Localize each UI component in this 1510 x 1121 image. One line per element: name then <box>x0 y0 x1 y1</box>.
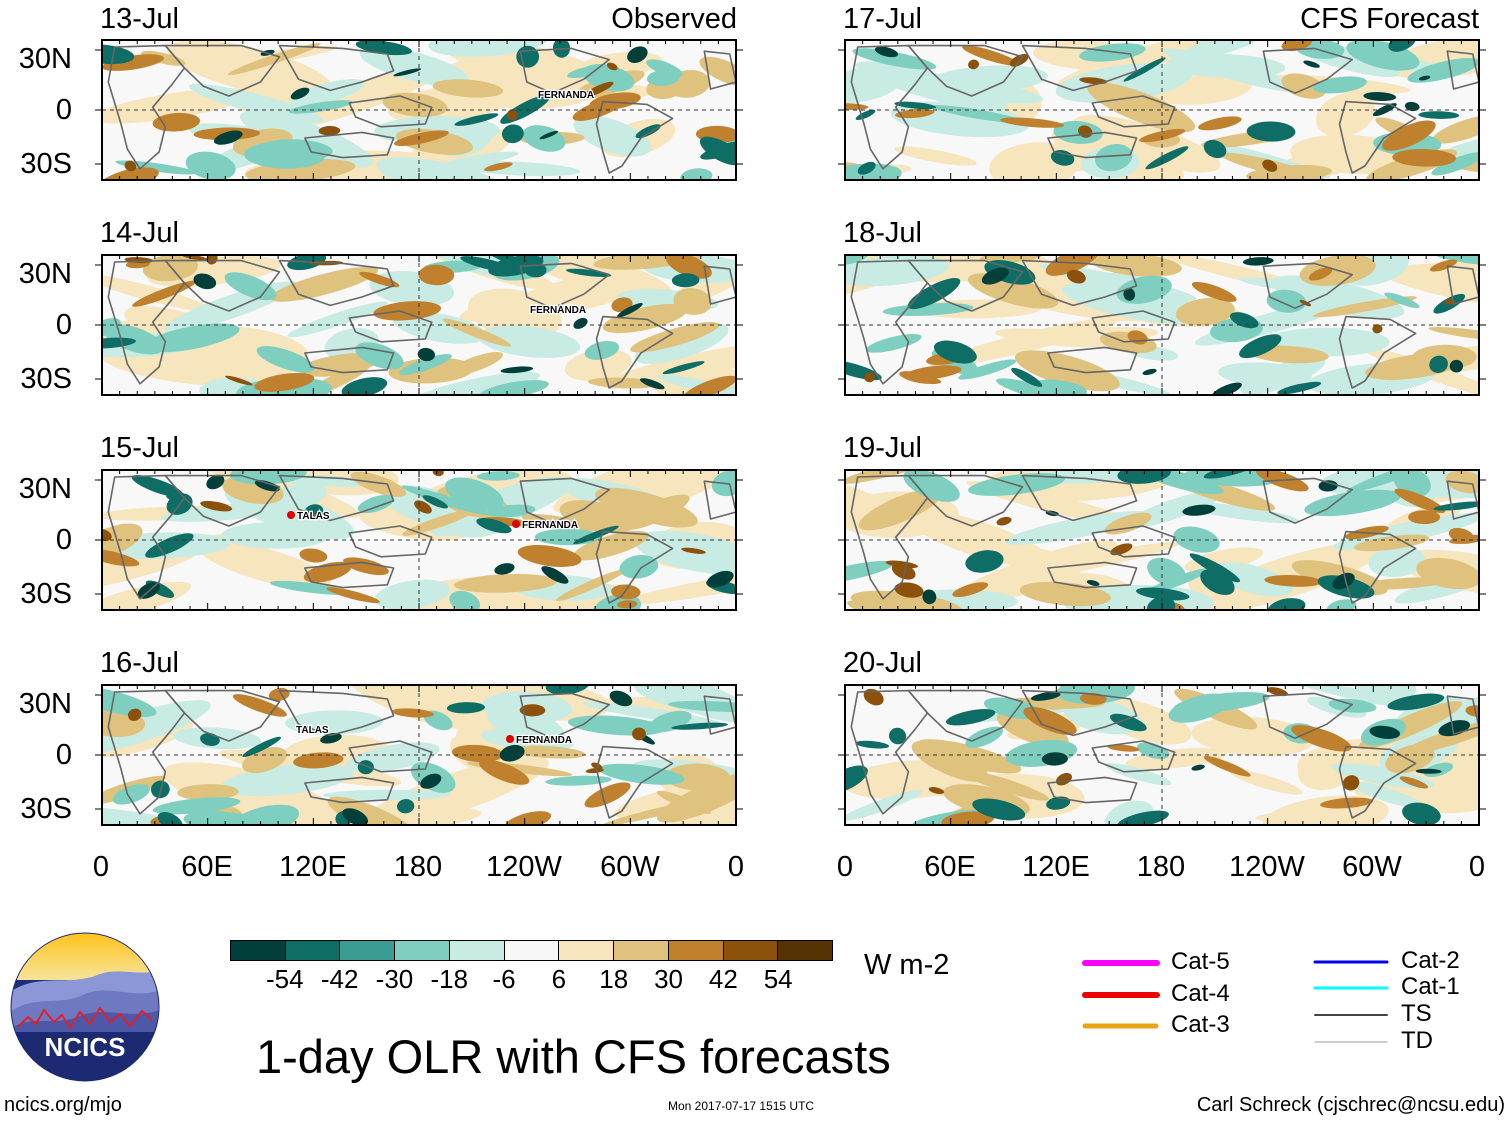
lat-label-eq: 0 <box>55 524 72 556</box>
colorbar-units: W m-2 <box>864 949 950 981</box>
lon-label-0: 0 <box>92 851 110 883</box>
panel-date-fc-2: 18-Jul <box>843 217 922 249</box>
website-link[interactable]: ncics.org/mjo <box>4 1094 122 1116</box>
lon-label-0-end: 0 <box>727 851 745 883</box>
map-panel <box>95 39 743 181</box>
storm-label: TALAS <box>287 510 331 523</box>
colorbar-tick-label: 54 <box>763 964 793 994</box>
colorbar-swatch <box>504 941 560 960</box>
map-panel <box>95 254 743 396</box>
lon-label-0-end: 0 <box>1468 851 1486 883</box>
lat-label-30s: 30S <box>20 578 72 610</box>
legend-label: Cat-2 <box>1401 947 1460 974</box>
lat-label-30s: 30S <box>20 148 72 180</box>
legend-label: Cat-1 <box>1401 973 1460 1000</box>
lon-label-120w: 120W <box>1229 851 1305 883</box>
figure-title: 1-day OLR with CFS forecasts <box>256 1030 891 1083</box>
lat-label-30s: 30S <box>20 363 72 395</box>
storm-label: FERNANDA <box>506 734 573 747</box>
author-credit: Carl Schreck (cjschrec@ncsu.edu) <box>1196 1094 1505 1116</box>
lon-label-120w: 120W <box>486 851 562 883</box>
colorbar-tick-label: -18 <box>430 964 469 994</box>
panel-date-fc-4: 20-Jul <box>843 647 922 679</box>
panel-date-obs-2: 14-Jul <box>100 217 179 249</box>
colorbar-swatch <box>668 941 724 960</box>
map-panel <box>95 684 743 826</box>
colorbar-swatch <box>231 941 286 960</box>
legend-label: Cat-3 <box>1171 1011 1230 1038</box>
lat-label-30s: 30S <box>20 793 72 825</box>
lon-label-60w: 60W <box>600 851 660 883</box>
svg-text:TALAS: TALAS <box>297 511 330 522</box>
colorbar-swatch <box>340 941 396 960</box>
storm-label: TALAS <box>295 724 330 738</box>
legend-label: Cat-4 <box>1171 980 1230 1007</box>
lon-label-180: 180 <box>1136 851 1186 883</box>
lat-label-eq: 0 <box>55 739 72 771</box>
colorbar <box>230 940 833 961</box>
lat-label-30n: 30N <box>18 43 72 75</box>
lat-label-30n: 30N <box>18 258 72 290</box>
colorbar-swatch <box>449 941 505 960</box>
forecast-column-label: CFS Forecast <box>1300 3 1479 35</box>
storm-label: FERNANDA <box>512 519 579 532</box>
map-panel <box>838 684 1486 826</box>
panel-date-obs-3: 15-Jul <box>100 432 179 464</box>
lon-label-60w: 60W <box>1342 851 1402 883</box>
timestamp: Mon 2017-07-17 1515 UTC <box>668 1099 815 1113</box>
panel-date-obs-1: 13-Jul <box>100 3 179 35</box>
lat-label-30n: 30N <box>18 688 72 720</box>
lon-label-60e: 60E <box>924 851 976 883</box>
lon-label-120e: 120E <box>279 851 347 883</box>
panel-date-fc-3: 19-Jul <box>843 432 922 464</box>
storm-label: FERNANDA <box>537 89 596 103</box>
colorbar-swatch <box>778 941 833 960</box>
observed-column-label: Observed <box>611 3 737 35</box>
lat-label-30n: 30N <box>18 473 72 505</box>
map-panel <box>95 469 743 611</box>
colorbar-tick-label: 30 <box>654 964 683 994</box>
colorbar-tick-label: 18 <box>599 964 629 994</box>
legend-label: Cat-5 <box>1171 948 1230 975</box>
colorbar-swatch <box>559 941 615 960</box>
map-panel <box>838 469 1486 611</box>
panel-date-obs-4: 16-Jul <box>100 647 179 679</box>
lon-label-180: 180 <box>393 851 443 883</box>
colorbar-swatch <box>614 941 669 960</box>
lat-label-eq: 0 <box>55 309 72 341</box>
storm-label: FERNANDA <box>529 304 588 318</box>
panel-date-fc-1: 17-Jul <box>843 3 922 35</box>
map-panel <box>838 254 1486 396</box>
map-panel <box>838 39 1486 181</box>
logo-text: NCICS <box>45 1032 126 1062</box>
colorbar-swatch <box>285 941 341 960</box>
svg-text:FERNANDA: FERNANDA <box>516 735 572 746</box>
svg-text:FERNANDA: FERNANDA <box>522 520 578 531</box>
olr-map-grid: FERNANDA FERNANDA FERNANDA TALAS FERNANDA TAL… <box>95 39 1486 826</box>
lon-label-120e: 120E <box>1022 851 1090 883</box>
colorbar-tick-label: -42 <box>320 964 359 994</box>
svg-text:FERNANDA: FERNANDA <box>538 90 594 101</box>
legend-label: TS <box>1401 1000 1432 1027</box>
legend-label: TD <box>1401 1027 1433 1054</box>
svg-text:TALAS: TALAS <box>296 725 329 736</box>
colorbar-tick-label: 6 <box>551 964 567 994</box>
colorbar-tick-label: -6 <box>492 964 516 994</box>
ncics-logo: NCICS <box>10 932 160 1082</box>
lon-label-60e: 60E <box>181 851 233 883</box>
track-legend <box>1082 960 1389 1043</box>
colorbar-tick-label: -30 <box>375 964 414 994</box>
colorbar-swatch <box>723 941 779 960</box>
colorbar-swatch <box>395 941 450 960</box>
colorbar-tick-label: 42 <box>708 964 738 994</box>
svg-text:FERNANDA: FERNANDA <box>530 305 586 316</box>
lon-label-0: 0 <box>836 851 854 883</box>
lat-label-eq: 0 <box>55 94 72 126</box>
colorbar-tick-label: -54 <box>266 964 304 994</box>
